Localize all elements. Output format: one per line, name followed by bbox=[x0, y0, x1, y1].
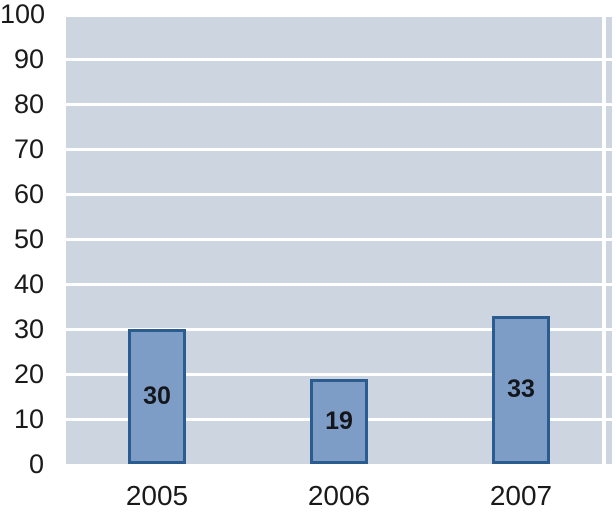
gridline bbox=[66, 237, 612, 241]
y-tick-label: 10 bbox=[13, 404, 44, 434]
right-edge-gridline bbox=[602, 14, 606, 464]
y-tick-label: 80 bbox=[13, 89, 44, 119]
bar-2005: 30 bbox=[128, 329, 186, 464]
gridline bbox=[66, 282, 612, 286]
bar-value-label: 33 bbox=[507, 375, 535, 404]
x-category-label: 2006 bbox=[307, 480, 371, 511]
y-tick-label: 70 bbox=[13, 134, 44, 164]
bar-value-label: 19 bbox=[325, 406, 353, 435]
gridline bbox=[66, 57, 612, 61]
bar-2007: 33 bbox=[492, 315, 550, 464]
bar-2006: 19 bbox=[310, 378, 368, 464]
bar-value-label: 30 bbox=[143, 382, 171, 410]
gridline bbox=[66, 147, 612, 151]
x-category-label: 2007 bbox=[489, 480, 553, 511]
x-category-label: 2005 bbox=[125, 480, 189, 511]
gridline bbox=[66, 14, 612, 17]
gridline bbox=[66, 102, 612, 106]
plot-area: 30 19 33 bbox=[66, 14, 612, 464]
y-tick-label: 40 bbox=[13, 269, 44, 299]
gridline bbox=[66, 192, 612, 196]
y-tick-label: 60 bbox=[13, 179, 44, 209]
y-tick-label: 0 bbox=[28, 449, 44, 479]
y-tick-label: 30 bbox=[13, 314, 44, 344]
gridline bbox=[66, 327, 612, 331]
y-tick-label: 100 bbox=[0, 0, 46, 29]
y-tick-label: 20 bbox=[13, 359, 44, 389]
y-tick-label: 50 bbox=[13, 224, 44, 254]
y-tick-label: 90 bbox=[13, 44, 44, 74]
gridline bbox=[66, 372, 612, 376]
